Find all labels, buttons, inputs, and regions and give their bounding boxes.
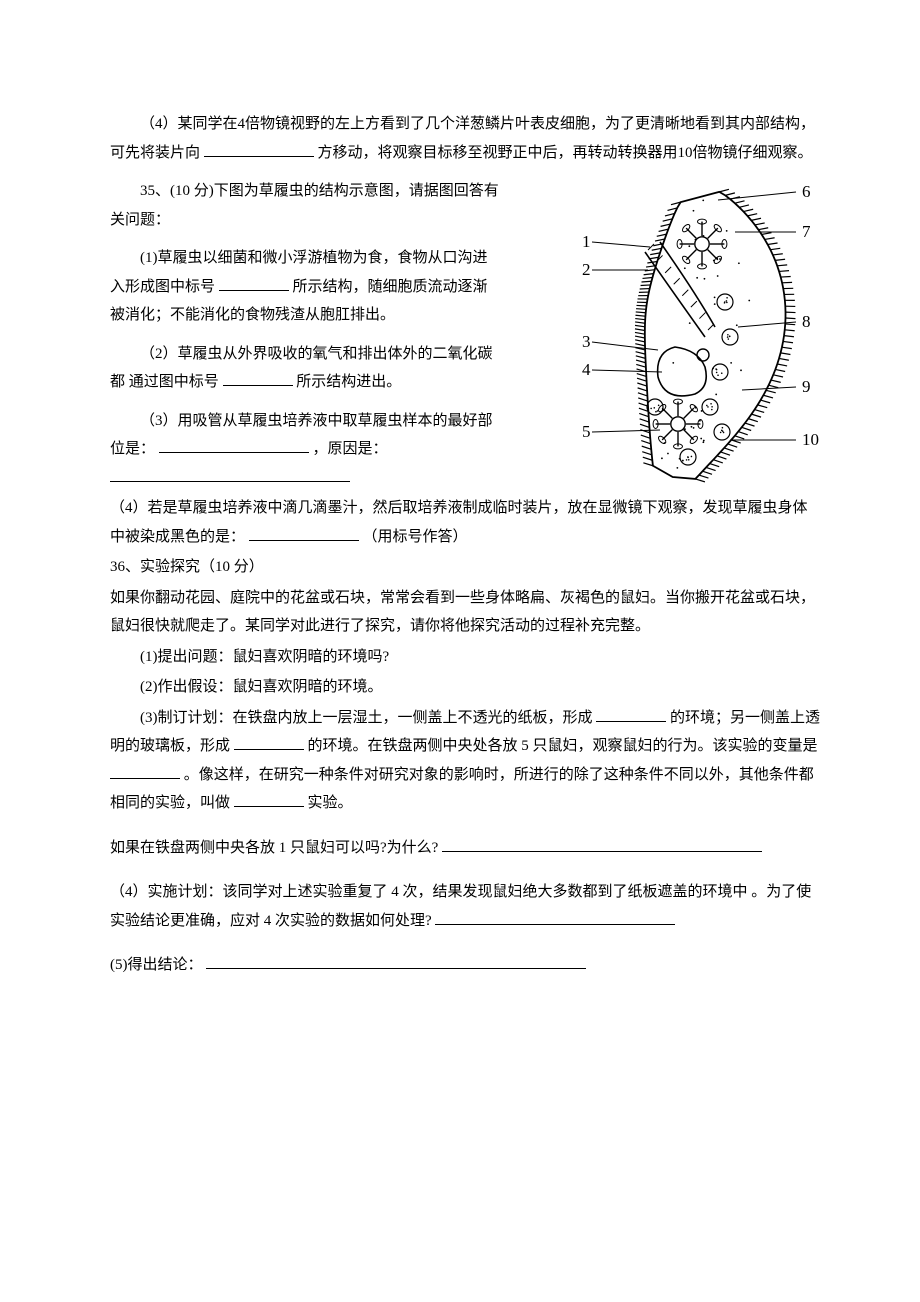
- q36-s3c: 的环境。在铁盘两侧中央处各放 5 只鼠妇，观察鼠妇的行为。该实验的变量是: [308, 738, 818, 754]
- q36-intro: 如果你翻动花园、庭院中的花盆或石块，常常会看到一些身体略扁、灰褐色的鼠妇。当你搬…: [110, 584, 820, 641]
- q35-blank3b[interactable]: [110, 467, 350, 482]
- q35-blank1[interactable]: [219, 276, 289, 291]
- q4-blank[interactable]: [204, 142, 314, 157]
- q36-blank-exp[interactable]: [234, 792, 304, 807]
- q36-s3f: 如果在铁盘两侧中央各放 1 只鼠妇可以吗?为什么?: [110, 840, 438, 856]
- paramecium-figure: 1 2 3 4 5 6 7 8 9 10: [540, 172, 820, 502]
- q36-s3d: 。像这样，在研究一种条件对研究对象的影响时，所进行的除了这种条件不同以外，其他条…: [110, 767, 814, 812]
- q35-p4b: （用标号作答）: [363, 529, 468, 545]
- q36-blank-env1[interactable]: [596, 707, 666, 722]
- q35-p1: (1)草履虫以细菌和微小浮游植物为食，食物从口沟进入形成图中标号 所示结构，随细…: [110, 244, 501, 330]
- svg-text:3: 3: [582, 332, 591, 351]
- q35-p4: （4）若是草履虫培养液中滴几滴墨汁，然后取培养液制成临时装片，放在显微镜下观察，…: [110, 494, 820, 551]
- q35-p2: （2）草履虫从外界吸收的氧气和排出体外的二氧化碳都 通过图中标号 所示结构进出。: [110, 340, 501, 397]
- q35-blank3a[interactable]: [159, 438, 309, 453]
- q36-blank-var[interactable]: [110, 764, 180, 779]
- svg-text:10: 10: [802, 430, 819, 449]
- q36-header: 36、实验探究（10 分）: [110, 553, 820, 582]
- svg-text:6: 6: [802, 182, 811, 201]
- q36-blank-conclusion[interactable]: [206, 954, 586, 969]
- q36-blank-data[interactable]: [435, 910, 675, 925]
- q35-p3: （3）用吸管从草履虫培养液中取草履虫样本的最好部位是： ，原因是：: [110, 407, 501, 493]
- q36-blank-env2[interactable]: [234, 735, 304, 750]
- q36-s5-line: (5)得出结论：: [110, 951, 820, 980]
- question-35: 1 2 3 4 5 6 7 8 9 10 35、(10 分)下图为草履虫的结构示意图，请据图回答有…: [110, 177, 820, 551]
- q36-s3e: 实验。: [308, 795, 353, 811]
- q35-p2b: 所示结构进出。: [296, 374, 401, 390]
- q36-s3f-line: 如果在铁盘两侧中央各放 1 只鼠妇可以吗?为什么?: [110, 834, 820, 863]
- q35-blank4[interactable]: [249, 526, 359, 541]
- q36-s1: (1)提出问题：鼠妇喜欢阴暗的环境吗?: [110, 643, 820, 672]
- svg-text:2: 2: [582, 260, 591, 279]
- svg-text:4: 4: [582, 360, 591, 379]
- q36-s3a: (3)制订计划：在铁盘内放上一层湿土，一侧盖上不透光的纸板，形成: [140, 710, 593, 726]
- q36-s4: （4）实施计划：该同学对上述实验重复了 4 次，结果发现鼠妇绝大多数都到了纸板遮…: [110, 878, 820, 935]
- q35-header: 35、(10 分)下图为草履虫的结构示意图，请据图回答有关问题：: [110, 177, 501, 234]
- paramecium-svg: 1 2 3 4 5 6 7 8 9 10: [540, 172, 820, 502]
- svg-text:7: 7: [802, 222, 811, 241]
- svg-text:1: 1: [582, 232, 591, 251]
- q36-s2: (2)作出假设：鼠妇喜欢阴暗的环境。: [110, 673, 820, 702]
- q4-text2: 方移动，将观察目标移至视野正中后，再转动转换器用10倍物镜仔细观察。: [318, 145, 813, 161]
- q36-blank-why[interactable]: [442, 837, 762, 852]
- svg-text:9: 9: [802, 377, 811, 396]
- q35-p3b: ，原因是：: [313, 441, 388, 457]
- q35-blank2[interactable]: [223, 371, 293, 386]
- q36-s3: (3)制订计划：在铁盘内放上一层湿土，一侧盖上不透光的纸板，形成 的环境；另一侧…: [110, 704, 820, 818]
- svg-text:8: 8: [802, 312, 811, 331]
- svg-text:5: 5: [582, 422, 591, 441]
- q36-s5: (5)得出结论：: [110, 957, 203, 973]
- q4-paragraph: （4）某同学在4倍物镜视野的左上方看到了几个洋葱鳞片叶表皮细胞，为了更清晰地看到…: [110, 110, 820, 167]
